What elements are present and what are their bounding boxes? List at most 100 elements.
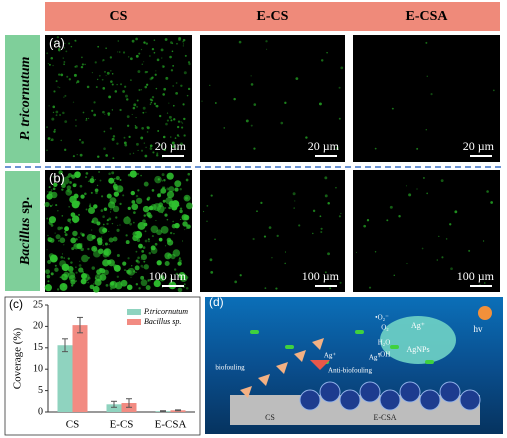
fluorescence-speck (78, 236, 80, 239)
diagram-label: Anti-biofouling (328, 367, 372, 375)
fluorescence-speck (162, 93, 165, 96)
fluorescence-speck (63, 47, 66, 49)
fluorescence-speck (99, 268, 106, 274)
fluorescence-speck (117, 224, 119, 226)
fluorescence-speck (69, 195, 77, 204)
fluorescence-speck (146, 70, 149, 73)
fluorescence-speck (178, 38, 181, 41)
fluorescence-speck (423, 177, 425, 179)
fluorescence-speck (52, 176, 55, 178)
fluorescence-speck (206, 204, 209, 207)
fluorescence-speck (133, 221, 135, 224)
fluorescence-speck (144, 85, 148, 89)
fluorescence-speck (155, 154, 159, 157)
fluorescence-speck (168, 115, 172, 119)
fluorescence-speck (271, 256, 273, 259)
fluorescence-speck (117, 51, 119, 53)
fluorescence-speck (108, 237, 114, 243)
fluorescence-speck (75, 200, 81, 206)
x-tick-label: CS (66, 419, 79, 431)
fluorescence-speck (276, 234, 279, 238)
fluorescence-speck (69, 221, 72, 224)
fluorescence-speck (97, 248, 104, 255)
fluorescence-speck (125, 234, 128, 237)
fluorescence-speck (59, 276, 62, 279)
fluorescence-speck (92, 285, 100, 293)
fluorescence-speck (49, 204, 52, 208)
fluorescence-speck (324, 271, 327, 274)
fluorescence-speck (119, 51, 121, 53)
fluorescence-speck (135, 194, 139, 198)
fluorescence-speck (134, 233, 137, 236)
fluorescence-speck (61, 188, 64, 191)
fluorescence-speck (112, 157, 115, 160)
fluorescence-speck (102, 223, 105, 226)
fluorescence-speck (129, 153, 131, 155)
fluorescence-speck (91, 266, 95, 270)
fluorescence-speck (186, 224, 191, 229)
fluorescence-speck (175, 272, 179, 276)
fluorescence-speck (80, 65, 84, 69)
fluorescence-speck (64, 148, 67, 152)
fluorescence-speck (119, 224, 121, 226)
fluorescence-speck (113, 182, 116, 185)
fluorescence-speck (264, 287, 267, 290)
fluorescence-speck (137, 222, 146, 230)
fluorescence-speck (166, 112, 169, 114)
fluorescence-speck (389, 205, 393, 209)
fluorescence-speck (146, 126, 149, 129)
diagram-label: •OH (378, 351, 391, 359)
fluorescence-speck (292, 192, 296, 196)
fluorescence-speck (168, 200, 176, 208)
fluorescence-speck (171, 50, 174, 53)
fluorescence-speck (97, 45, 100, 48)
micrograph (45, 35, 192, 162)
fluorescence-speck (124, 269, 126, 271)
fluorescence-speck (140, 254, 147, 261)
fluorescence-speck (122, 90, 126, 93)
fluorescence-speck (116, 275, 120, 278)
panel-c-frame (4, 296, 201, 436)
fluorescence-speck (115, 185, 124, 193)
fluorescence-speck (245, 119, 249, 123)
panel-label: (a) (49, 35, 65, 50)
fluorescence-speck (182, 221, 188, 227)
bacterium (355, 330, 364, 334)
fluorescence-speck (143, 61, 145, 63)
fluorescence-speck (105, 154, 108, 157)
column-header: CS (110, 9, 128, 24)
fluorescence-speck (111, 83, 114, 86)
fluorescence-speck (69, 270, 73, 274)
fluorescence-speck (169, 55, 172, 59)
scale-bar-label: 20 µm (463, 139, 495, 153)
fluorescence-speck (250, 75, 252, 77)
fluorescence-speck (482, 240, 485, 242)
fluorescence-speck (336, 146, 339, 150)
fluorescence-speck (98, 226, 107, 235)
fluorescence-speck (178, 271, 186, 279)
fluorescence-speck (80, 194, 85, 199)
y-axis-label: Coverage (%) (12, 327, 24, 389)
fluorescence-speck (67, 189, 70, 193)
fluorescence-speck (75, 82, 78, 84)
legend-label: Bacillus sp. (144, 317, 181, 326)
fluorescence-speck (166, 119, 169, 122)
fluorescence-speck (185, 276, 189, 279)
fluorescence-speck (148, 279, 152, 282)
error-bar (126, 398, 132, 408)
fluorescence-speck (78, 267, 84, 273)
fluorescence-speck (103, 207, 108, 211)
fluorescence-speck (57, 226, 62, 231)
fluorescence-speck (53, 182, 58, 187)
fluorescence-speck (165, 76, 169, 80)
fluorescence-speck (149, 98, 153, 101)
fluorescence-speck (171, 223, 177, 229)
fluorescence-speck (50, 272, 54, 276)
fluorescence-speck (187, 87, 191, 91)
fluorescence-speck (132, 152, 135, 155)
fluorescence-speck (130, 190, 135, 196)
fluorescence-speck (52, 111, 55, 114)
fluorescence-speck (59, 260, 67, 268)
row-label: Bacillus sp. (18, 197, 33, 266)
fluorescence-speck (253, 103, 257, 106)
